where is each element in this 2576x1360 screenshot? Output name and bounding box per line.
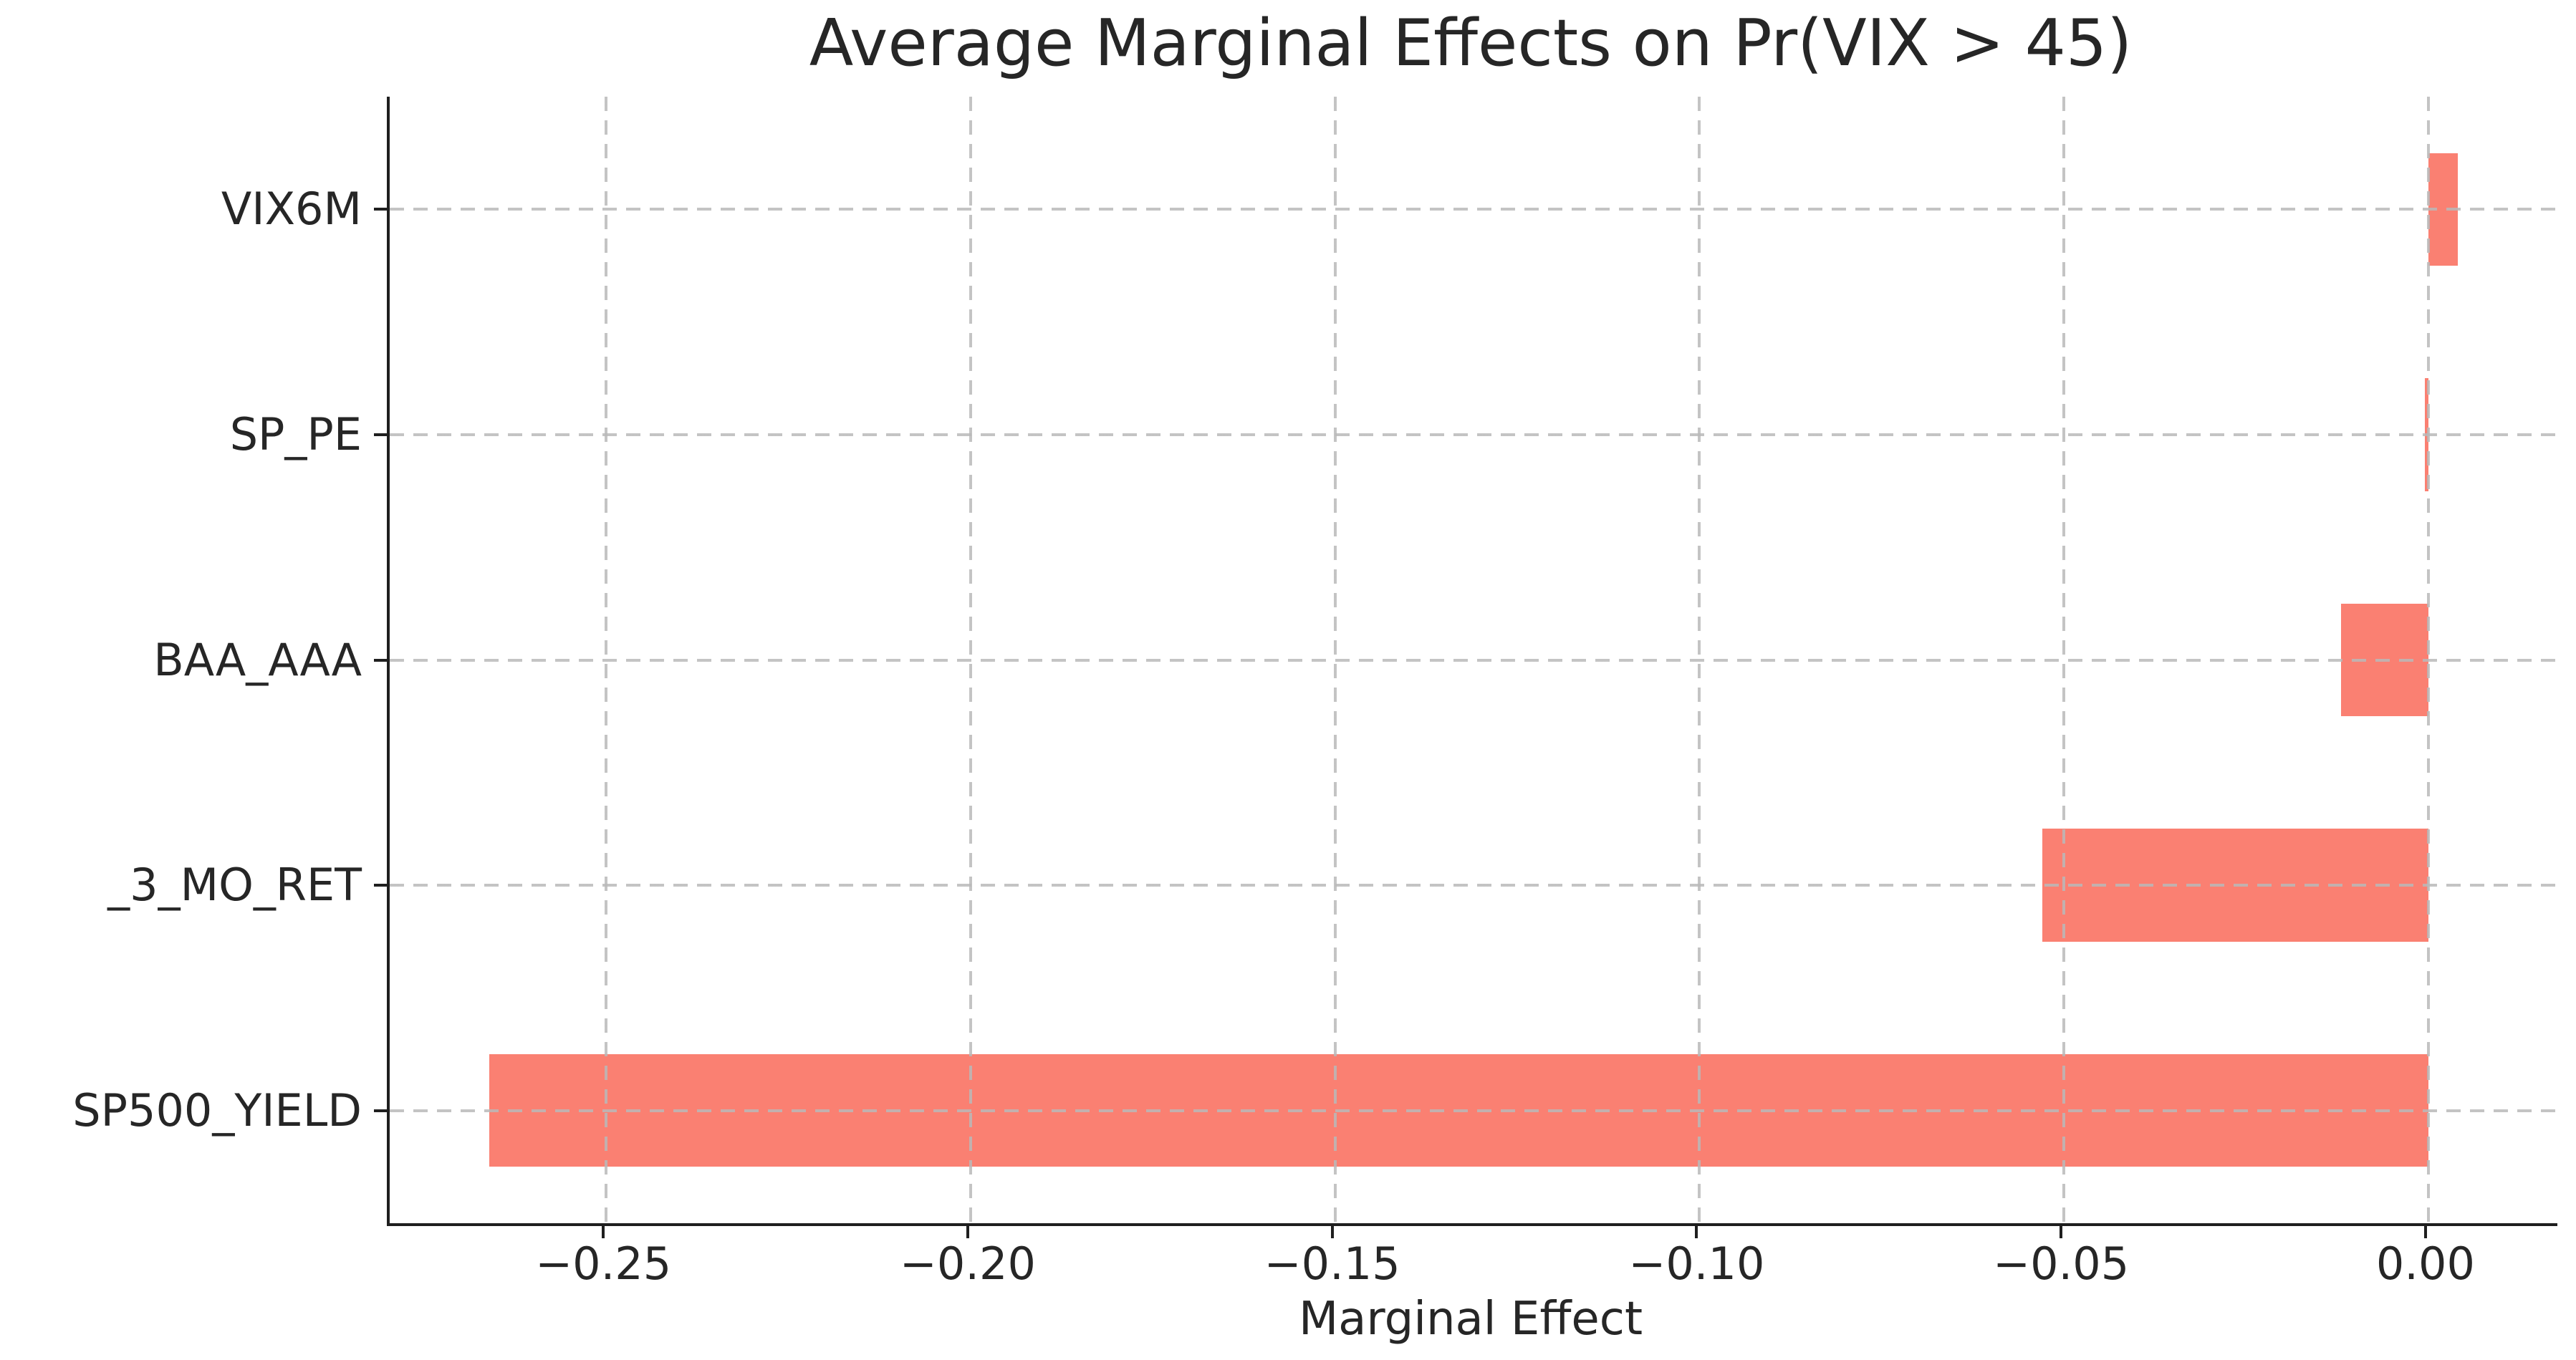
- gridline-horizontal: [390, 208, 2557, 211]
- gridline-vertical: [1333, 97, 1337, 1223]
- x-axis-tick: [1695, 1226, 1698, 1238]
- gridline-vertical: [605, 97, 608, 1223]
- x-axis-tick: [966, 1226, 969, 1238]
- y-tick-label-VIX6M: VIX6M: [221, 183, 362, 236]
- y-axis-tick: [374, 658, 387, 662]
- gridline-vertical: [2426, 97, 2430, 1223]
- y-axis-tick: [374, 1109, 387, 1112]
- gridline-vertical: [1698, 97, 1701, 1223]
- gridline-horizontal: [390, 658, 2557, 662]
- y-tick-label-SP500_YIELD: SP500_YIELD: [72, 1084, 362, 1137]
- plot-area: [387, 97, 2557, 1226]
- gridline-vertical: [969, 97, 972, 1223]
- y-axis-tick: [374, 433, 387, 436]
- x-tick-label: −0.20: [899, 1238, 1036, 1290]
- x-axis-tick: [602, 1226, 605, 1238]
- x-axis-label: Marginal Effect: [1298, 1293, 1643, 1346]
- x-axis-tick: [2060, 1226, 2063, 1238]
- x-axis-tick: [2423, 1226, 2427, 1238]
- y-tick-label-_3_MO_RET: _3_MO_RET: [107, 859, 362, 912]
- x-axis-tick: [1330, 1226, 1334, 1238]
- x-tick-label: −0.15: [1264, 1238, 1400, 1290]
- gridline-horizontal: [390, 1109, 2557, 1112]
- x-tick-label: 0.00: [2375, 1238, 2475, 1290]
- y-tick-label-BAA_AAA: BAA_AAA: [153, 633, 362, 686]
- x-tick-label: −0.25: [535, 1238, 672, 1290]
- y-axis-tick: [374, 884, 387, 887]
- gridline-horizontal: [390, 884, 2557, 887]
- gridline-vertical: [2062, 97, 2066, 1223]
- x-tick-label: −0.05: [1993, 1238, 2130, 1290]
- gridline-horizontal: [390, 433, 2557, 436]
- chart-title: Average Marginal Effects on Pr(VIX > 45): [809, 6, 2133, 81]
- y-axis-tick: [374, 208, 387, 211]
- y-tick-label-SP_PE: SP_PE: [229, 407, 362, 460]
- x-tick-label: −0.10: [1628, 1238, 1765, 1290]
